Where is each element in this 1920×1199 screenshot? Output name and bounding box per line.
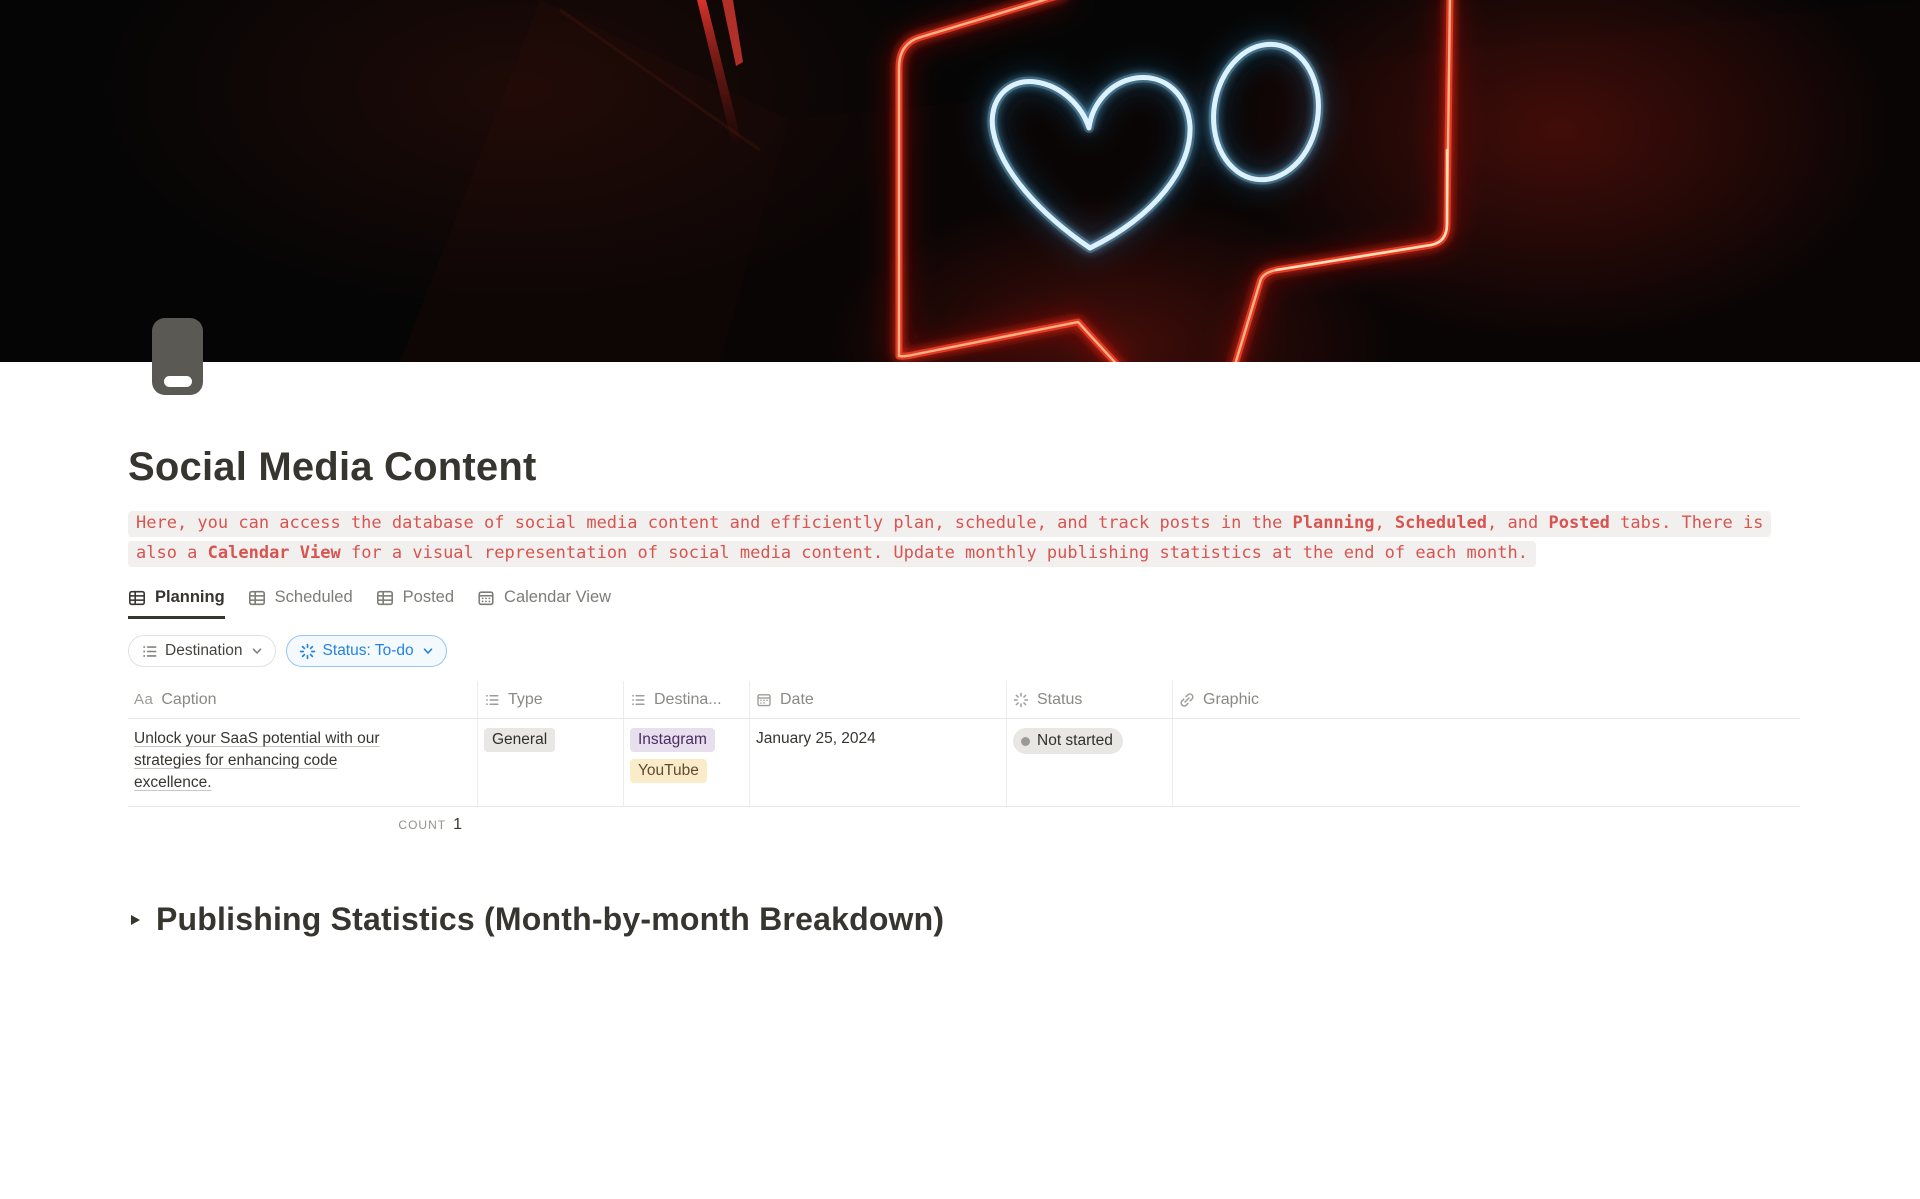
table-row: Unlock your SaaS potential with our stra… xyxy=(128,719,1800,807)
cell-date[interactable]: January 25, 2024 xyxy=(750,719,1007,806)
list-icon xyxy=(486,694,499,705)
row-title-link[interactable]: Unlock your SaaS potential with our stra… xyxy=(134,730,380,791)
column-header-status[interactable]: Status xyxy=(1007,681,1173,718)
filter-bar: Destination Status: To-do xyxy=(128,635,1800,667)
cover-image xyxy=(0,0,1920,362)
neon-like-sign-artwork xyxy=(0,0,1920,362)
cell-type[interactable]: General xyxy=(478,719,624,806)
count-value: 1 xyxy=(453,816,462,833)
chevron-down-icon xyxy=(252,648,261,654)
column-header-graphic[interactable]: Graphic xyxy=(1173,681,1800,718)
tab-calendar-view[interactable]: Calendar View xyxy=(477,588,611,619)
toggle-triangle-icon[interactable] xyxy=(128,912,142,928)
column-header-date[interactable]: Date xyxy=(750,681,1007,718)
calendar-icon xyxy=(478,590,494,605)
table-header-row: Aa Caption Type Destina... xyxy=(128,681,1800,719)
tag-instagram[interactable]: Instagram xyxy=(630,728,715,752)
filter-destination[interactable]: Destination xyxy=(128,635,276,667)
count-label: COUNT xyxy=(398,818,447,832)
table-icon xyxy=(129,590,145,605)
chevron-down-icon xyxy=(423,648,432,654)
cell-status[interactable]: Not started xyxy=(1007,719,1173,806)
filter-label: Destination xyxy=(165,642,243,659)
link-icon xyxy=(1180,692,1194,707)
spinner-icon xyxy=(299,643,315,659)
table-count-footer[interactable]: COUNT 1 xyxy=(128,807,478,843)
description-line-1: Here, you can access the database of soc… xyxy=(128,511,1800,537)
list-icon xyxy=(632,694,645,705)
list-icon xyxy=(143,645,157,657)
table-icon xyxy=(248,590,265,605)
toggle-heading-label[interactable]: Publishing Statistics (Month-by-month Br… xyxy=(156,901,945,937)
page-description: Here, you can access the database of soc… xyxy=(128,511,1800,567)
description-line-2: also a Calendar View for a visual repres… xyxy=(128,541,1800,567)
filter-status-todo[interactable]: Status: To-do xyxy=(285,635,447,667)
tab-label: Scheduled xyxy=(274,588,353,606)
tab-label: Calendar View xyxy=(504,588,612,606)
view-tabs: Planning Scheduled Posted xyxy=(128,588,1800,619)
column-header-type[interactable]: Type xyxy=(478,681,624,718)
text-property-icon: Aa xyxy=(134,691,154,708)
status-badge-not-started[interactable]: Not started xyxy=(1013,728,1123,754)
column-header-destination[interactable]: Destina... xyxy=(624,681,750,718)
phone-icon-bar xyxy=(163,376,192,387)
database-table: Aa Caption Type Destina... xyxy=(128,681,1800,843)
tab-scheduled[interactable]: Scheduled xyxy=(248,588,353,619)
page-title: Social Media Content xyxy=(128,445,537,489)
tab-planning[interactable]: Planning xyxy=(128,588,225,619)
spinner-icon xyxy=(1013,692,1029,707)
page-icon-phone[interactable] xyxy=(152,318,203,395)
tag-general[interactable]: General xyxy=(484,728,556,752)
toggle-heading-publishing-statistics: Publishing Statistics (Month-by-month Br… xyxy=(128,901,1800,938)
cell-destination[interactable]: Instagram YouTube xyxy=(624,719,750,806)
calendar-icon xyxy=(757,693,771,706)
filter-label: Status: To-do xyxy=(322,642,414,659)
tab-label: Planning xyxy=(155,588,225,606)
table-icon xyxy=(376,590,393,605)
cell-caption[interactable]: Unlock your SaaS potential with our stra… xyxy=(128,719,478,806)
column-header-caption[interactable]: Aa Caption xyxy=(128,681,478,718)
tag-youtube[interactable]: YouTube xyxy=(630,759,707,783)
status-dot xyxy=(1021,736,1030,746)
cell-graphic[interactable] xyxy=(1173,719,1800,806)
tab-posted[interactable]: Posted xyxy=(376,588,454,619)
tab-label: Posted xyxy=(402,588,455,606)
date-value: January 25, 2024 xyxy=(756,730,876,747)
